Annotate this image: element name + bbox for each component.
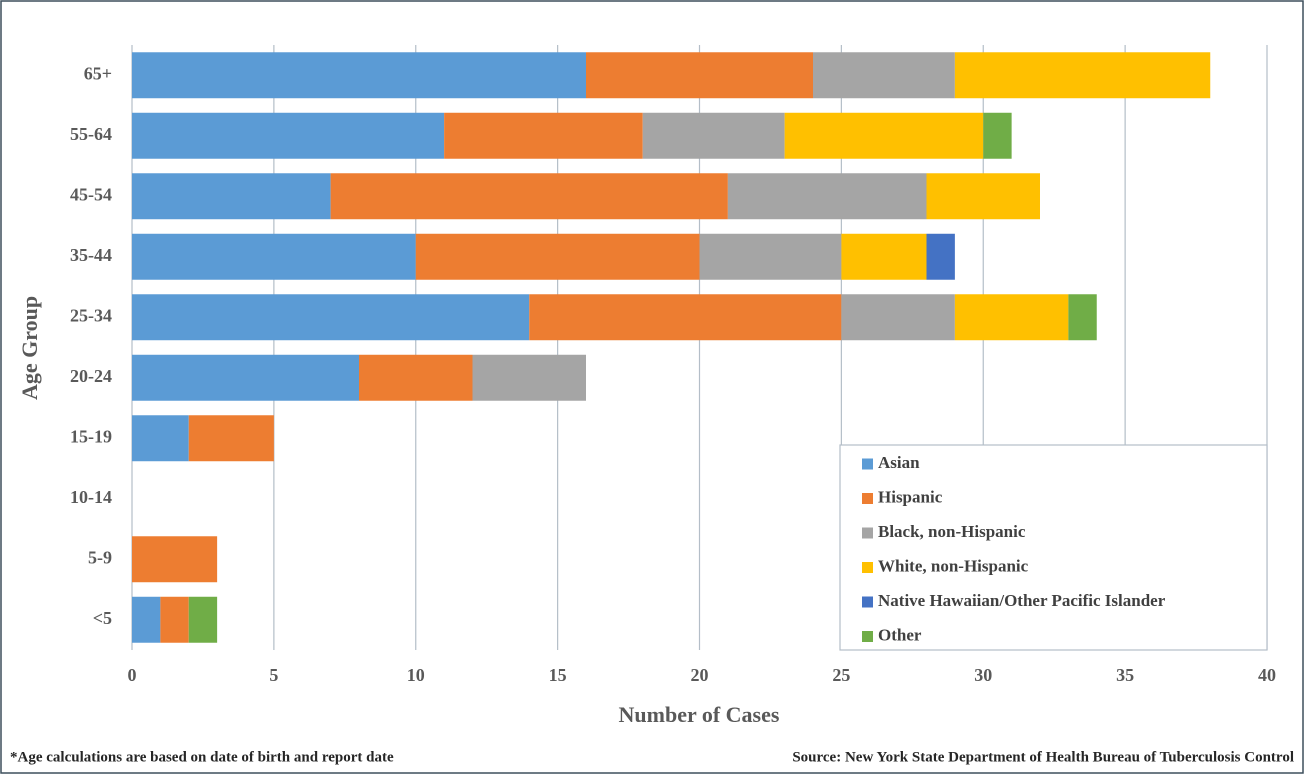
legend-label: Asian bbox=[878, 453, 920, 472]
bar-segment bbox=[642, 112, 785, 159]
source: Source: New York State Department of Hea… bbox=[792, 749, 1294, 765]
y-tick-label: 15-19 bbox=[70, 426, 112, 446]
bar-segment bbox=[132, 415, 189, 462]
bar-segment bbox=[1068, 294, 1097, 341]
bar-segment bbox=[330, 173, 728, 220]
x-tick-label: 10 bbox=[407, 665, 425, 685]
x-tick-label: 35 bbox=[1116, 665, 1134, 685]
legend-swatch bbox=[862, 562, 873, 573]
legend-swatch bbox=[862, 493, 873, 504]
x-tick-label: 20 bbox=[691, 665, 709, 685]
bar-segment bbox=[727, 173, 927, 220]
y-tick-label: 10-14 bbox=[70, 487, 112, 507]
y-tick-label: 35-44 bbox=[70, 245, 112, 265]
y-tick-label: 55-64 bbox=[70, 124, 112, 144]
y-axis-title: Age Group bbox=[17, 296, 42, 400]
x-tick-label: 15 bbox=[549, 665, 567, 685]
y-tick-label: 45-54 bbox=[70, 184, 112, 204]
bar-segment bbox=[954, 294, 1069, 341]
y-tick-label: 25-34 bbox=[70, 305, 112, 325]
bar-segment bbox=[132, 354, 359, 401]
bar-segment bbox=[444, 112, 643, 159]
bar-segment bbox=[983, 112, 1012, 159]
legend-label: Other bbox=[878, 625, 922, 644]
x-tick-label: 25 bbox=[832, 665, 850, 685]
x-tick-label: 0 bbox=[128, 665, 137, 685]
bar-segment bbox=[132, 233, 416, 280]
bar-segment bbox=[132, 294, 530, 341]
bar-segment bbox=[926, 233, 955, 280]
bar-segment bbox=[529, 294, 842, 341]
x-tick-label: 30 bbox=[974, 665, 992, 685]
bar-segment bbox=[188, 596, 218, 643]
bar-segment bbox=[784, 112, 984, 159]
bar-segment bbox=[841, 233, 927, 280]
y-tick-label: 65+ bbox=[84, 63, 112, 83]
legend-label: Native Hawaiian/Other Pacific Islander bbox=[878, 591, 1166, 610]
y-tick-label: 20-24 bbox=[70, 366, 112, 386]
bar-segment bbox=[954, 52, 1211, 99]
bar-segment bbox=[132, 536, 218, 583]
legend-label: Black, non-Hispanic bbox=[878, 522, 1026, 541]
legend-box bbox=[839, 444, 1268, 651]
legend-swatch bbox=[862, 631, 873, 642]
y-tick-label: <5 bbox=[93, 608, 112, 628]
bar-segment bbox=[132, 112, 445, 159]
legend-swatch bbox=[862, 527, 873, 539]
bar-segment bbox=[926, 173, 1040, 220]
x-axis-title: Number of Cases bbox=[619, 702, 780, 727]
bar-segment bbox=[132, 52, 586, 99]
bar-segment bbox=[813, 52, 955, 99]
footnote: *Age calculations are based on date of b… bbox=[10, 749, 394, 765]
bar-segment bbox=[699, 233, 842, 280]
legend-swatch bbox=[862, 458, 873, 470]
y-tick-label: 5-9 bbox=[88, 547, 112, 567]
bar-segment bbox=[132, 173, 331, 220]
bar-segment bbox=[415, 233, 700, 280]
x-tick-label: 40 bbox=[1258, 665, 1276, 685]
bar-segment bbox=[132, 596, 161, 643]
bar-segment bbox=[188, 415, 274, 462]
legend-label: White, non-Hispanic bbox=[878, 556, 1029, 575]
legend-label: Hispanic bbox=[878, 487, 943, 506]
bar-segment bbox=[586, 52, 813, 99]
bar-segment bbox=[841, 294, 955, 341]
legend-swatch bbox=[862, 596, 873, 608]
bar-segment bbox=[359, 354, 473, 401]
x-tick-label: 5 bbox=[269, 665, 278, 685]
bar-segment bbox=[472, 354, 586, 401]
bar-segment bbox=[160, 596, 189, 643]
